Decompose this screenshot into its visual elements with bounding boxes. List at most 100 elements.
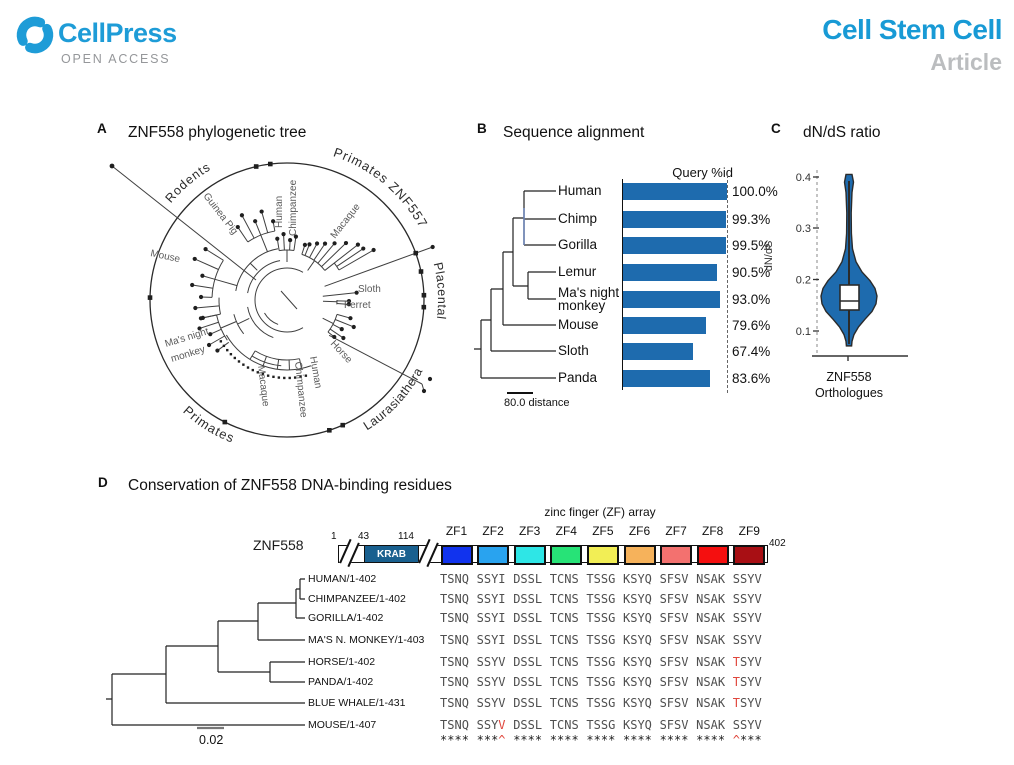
sequence-row: TSNQ SSYV DSSL TCNS TSSG KSYQ SFSV NSAK TSYV (440, 696, 762, 710)
identity-bar (623, 316, 706, 334)
zf-domain-box (477, 545, 510, 565)
brand-text: CellPress (58, 18, 177, 48)
leaf-label-sloth: Sloth (358, 284, 381, 295)
taxon-label: HORSE/1-402 (308, 656, 376, 668)
consensus-row: **** ***^ **** **** **** **** **** **** ^*** (440, 733, 762, 747)
zf-domain-label: ZF6 (628, 524, 651, 538)
arc-label-laurasiatheria: Laurasiathera (361, 365, 425, 433)
zf-domain-box (513, 545, 546, 565)
identity-value: 100.0% (732, 184, 778, 199)
box-plot (839, 284, 860, 311)
sequence-row: TSNQ SSYI DSSL TCNS TSSG KSYQ SFSV NSAK SSYV (440, 592, 762, 606)
svg-text:Placental: Placental (431, 261, 449, 320)
sequence-row: TSNQ SSYV DSSL TCNS TSSG KSYQ SFSV NSAK TSYV (440, 655, 762, 669)
identity-bar (623, 236, 727, 254)
zf-domain-label: ZF4 (555, 524, 577, 538)
violin-plot-svg: 0.4 0.3 0.2 0.1 dN/dS ZNF558 Orthologues (763, 170, 908, 400)
zf-domain-box (696, 545, 729, 565)
leaf-label-horse: Horse (328, 339, 355, 366)
tree-scale-label: 80.0 distance (504, 397, 570, 409)
krab-domain: KRAB (364, 545, 419, 563)
species-label: Ma's night monkey (558, 285, 620, 313)
protein-name: ZNF558 (253, 537, 304, 553)
panel-c-label: C (771, 121, 781, 136)
sequence-row: TSNQ SSYV DSSL TCNS TSSG KSYQ SFSV NSAK SSYV (440, 718, 762, 732)
tree-scale-bar (507, 392, 533, 394)
identity-bar (623, 369, 710, 387)
outer-circle (149, 162, 425, 438)
species-label: Human (558, 183, 602, 198)
species-label: Chimp (558, 211, 598, 226)
leaf-label-human-bottom: Human (307, 356, 323, 390)
leaf-label-macaque-top: Macaque (329, 201, 363, 241)
query-pct-header: Query %id (672, 165, 733, 180)
journal-title: Cell Stem Cell (822, 14, 1002, 45)
x-category-line1: ZNF558 (826, 370, 871, 384)
arc-label-placental: Placental (431, 261, 449, 320)
zf-domain-label: ZF1 (445, 524, 468, 538)
taxon-label: CHIMPANZEE/1-402 (308, 593, 406, 605)
identity-bar (623, 290, 720, 308)
sequence-row: TSNQ SSYI DSSL TCNS TSSG KSYQ SFSV NSAK SSYV (440, 633, 762, 647)
identity-value: 83.6% (732, 371, 771, 386)
zf-domain-label: ZF5 (592, 524, 614, 538)
leaf-label-ferret: Ferret (344, 300, 371, 311)
tree-tip-dots (109, 161, 435, 433)
alignment-tree-svg (474, 190, 556, 379)
sequence-row: TSNQ SSYV DSSL TCNS TSSG KSYQ SFSV NSAK TSYV (440, 675, 762, 689)
taxon-label: HUMAN/1-402 (308, 573, 377, 585)
identity-value: 93.0% (732, 292, 771, 307)
svg-text:Laurasiathera: Laurasiathera (361, 365, 426, 433)
backbone-num-krab-start: 43 (358, 531, 370, 542)
zf-domain-box (586, 545, 619, 565)
x-category-line2: Orthologues (815, 386, 883, 400)
species-label: Lemur (558, 264, 597, 279)
zf-domain-label: ZF3 (519, 524, 541, 538)
zf-domain-label: ZF7 (665, 524, 687, 538)
y-axis-title: dN/dS (763, 241, 775, 272)
y-axis-ticks (813, 176, 819, 332)
bar-axis-line (622, 179, 623, 390)
identity-value: 67.4% (732, 344, 771, 359)
article-type-label: Article (930, 49, 1002, 75)
leaf-label-mouse: Mouse (149, 248, 181, 265)
d-scale-label: 0.02 (199, 733, 223, 747)
identity-bar (623, 342, 694, 360)
sequence-row: TSNQ SSYI DSSL TCNS TSSG KSYQ SFSV NSAK SSYV (440, 572, 762, 586)
panel-b-label: B (477, 121, 487, 136)
species-label: Gorilla (558, 237, 598, 252)
species-label: Sloth (558, 343, 589, 358)
zf-domain-box (623, 545, 656, 565)
panel-d-title: Conservation of ZNF558 DNA-binding resid… (128, 477, 452, 494)
identity-bar (623, 182, 727, 200)
backbone-num-end: 402 (769, 538, 786, 549)
hundred-pct-dashed-line (727, 175, 728, 393)
taxon-label: PANDA/1-402 (308, 676, 374, 688)
panel-a-label: A (97, 121, 107, 136)
panel-b-title: Sequence alignment (503, 124, 645, 141)
sequence-row: TSNQ SSYI DSSL TCNS TSSG KSYQ SFSV NSAK SSYV (440, 611, 762, 625)
zf-domain-box (733, 545, 766, 565)
cellpress-logo-icon (16, 16, 54, 54)
zf-domain-label: ZF9 (738, 524, 760, 538)
identity-bar (623, 210, 727, 228)
open-access-label: OPEN ACCESS (61, 52, 171, 66)
ytick-0-1: 0.1 (796, 326, 811, 338)
leaf-label-chimpanzee-top: Chimpanzee (288, 179, 299, 236)
taxon-label: MOUSE/1-407 (308, 719, 377, 731)
conservation-tree-svg: 0.02 (106, 578, 305, 747)
zf-array-title: zinc finger (ZF) array (544, 505, 656, 519)
phylo-circle-svg: Rodents Primates ZNF557 Placental Primat… (109, 148, 449, 446)
identity-value: 90.5% (732, 265, 771, 280)
species-label: Panda (558, 370, 598, 385)
zf-domain-label: ZF8 (702, 524, 724, 538)
backbone-num-start: 1 (331, 531, 337, 542)
leaf-label-chimpanzee-bottom: Chimpanzee (292, 361, 309, 418)
identity-value: 99.5% (732, 238, 771, 253)
ytick-0-3: 0.3 (796, 223, 811, 235)
taxon-label: MA'S N. MONKEY/1-403 (308, 634, 425, 646)
tree-branches (111, 165, 433, 392)
ytick-0-2: 0.2 (796, 275, 811, 287)
identity-value: 99.3% (732, 212, 771, 227)
